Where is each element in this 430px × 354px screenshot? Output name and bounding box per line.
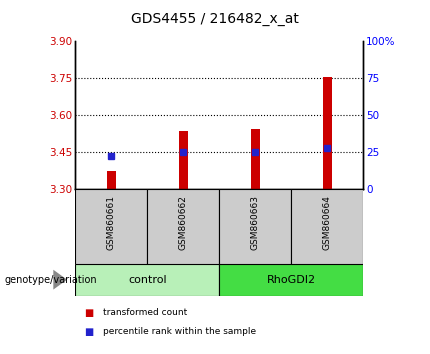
Bar xyxy=(251,129,260,189)
Text: control: control xyxy=(128,275,166,285)
Bar xyxy=(75,189,147,264)
Bar xyxy=(219,189,292,264)
Text: GSM860662: GSM860662 xyxy=(179,195,188,250)
Text: genotype/variation: genotype/variation xyxy=(4,275,97,285)
Text: GDS4455 / 216482_x_at: GDS4455 / 216482_x_at xyxy=(131,12,299,27)
Bar xyxy=(179,131,187,189)
Bar xyxy=(291,189,363,264)
Bar xyxy=(219,264,363,296)
Text: GSM860661: GSM860661 xyxy=(107,195,116,250)
Bar xyxy=(323,76,332,189)
Text: percentile rank within the sample: percentile rank within the sample xyxy=(103,327,256,336)
Bar xyxy=(75,264,219,296)
Bar xyxy=(107,171,116,189)
Text: GSM860663: GSM860663 xyxy=(251,195,260,250)
Bar xyxy=(147,189,219,264)
Text: RhoGDI2: RhoGDI2 xyxy=(267,275,316,285)
Text: ■: ■ xyxy=(84,327,93,337)
Text: ■: ■ xyxy=(84,308,93,318)
Polygon shape xyxy=(53,270,67,290)
Text: transformed count: transformed count xyxy=(103,308,187,317)
Text: GSM860664: GSM860664 xyxy=(323,195,332,250)
